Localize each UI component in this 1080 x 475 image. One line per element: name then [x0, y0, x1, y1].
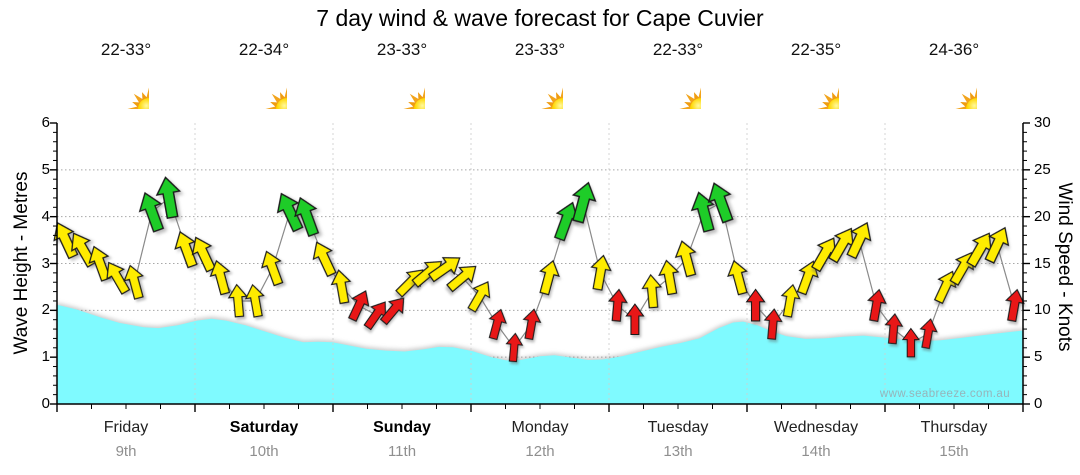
wind-arrow — [467, 281, 491, 313]
wind-arrow — [674, 240, 697, 278]
wind-arrow — [138, 191, 165, 233]
wind-arrow — [571, 181, 597, 224]
wind-arrow — [174, 230, 198, 269]
left-axis-tick: 2 — [41, 301, 50, 319]
wind-arrow — [209, 259, 231, 296]
day-label: Monday — [511, 419, 569, 436]
wind-arrow — [607, 288, 628, 322]
wind-arrow — [901, 327, 920, 358]
temperature-range: 24-36° — [928, 40, 980, 59]
chart-title: 7 day wind & wave forecast for Cape Cuvi… — [316, 5, 764, 31]
wind-arrow — [641, 273, 663, 309]
right-axis-tick: 15 — [1034, 254, 1051, 272]
left-axis-tick: 0 — [41, 395, 50, 412]
wind-arrow — [884, 313, 904, 345]
wind-arrow — [71, 232, 97, 268]
left-axis-tick: 4 — [41, 207, 50, 225]
right-axis-tick: 0 — [1034, 395, 1043, 412]
wind-arrow — [312, 241, 337, 278]
right-axis-tick: 20 — [1034, 207, 1051, 225]
wind-arrow — [745, 288, 766, 322]
day-label: Saturday — [229, 419, 299, 436]
wind-arrow — [522, 308, 542, 341]
wind-arrow — [347, 290, 370, 322]
wind-arrow — [539, 259, 560, 296]
left-axis-tick: 1 — [41, 348, 50, 366]
temperature-range: 22-33° — [652, 40, 704, 59]
wind-arrow — [796, 260, 819, 296]
wind-arrow — [123, 264, 144, 300]
wind-arrow — [276, 192, 304, 233]
day-date: 10th — [249, 443, 279, 460]
wind-arrow — [427, 257, 461, 283]
temperature-range: 22-34° — [238, 40, 290, 59]
wind-arrow — [446, 265, 477, 293]
day-date: 11th — [387, 443, 417, 460]
wind-arrow — [379, 297, 405, 326]
watermark: www.seabreeze.com.au — [879, 388, 1010, 400]
wind-arrow — [867, 288, 887, 323]
wind-arrow — [727, 259, 748, 296]
wind-arrow — [590, 254, 612, 291]
day-date: 9th — [115, 443, 137, 460]
wind-arrow — [260, 250, 284, 287]
temperature-range: 22-35° — [790, 40, 842, 59]
wind-arrow — [763, 308, 783, 340]
wind-arrow — [919, 318, 938, 350]
day-label: Friday — [103, 419, 149, 436]
left-axis-tick: 5 — [41, 160, 50, 178]
wind-arrow — [625, 303, 645, 336]
day-date: 14th — [801, 443, 831, 460]
day-label: Thursday — [920, 419, 988, 436]
wind-arrow — [88, 245, 111, 282]
right-axis-tick: 30 — [1034, 114, 1051, 131]
wind-arrow — [227, 283, 248, 318]
right-axis-tick: 25 — [1034, 160, 1051, 178]
wind-arrow — [330, 269, 352, 305]
temperature-range: 23-33° — [514, 40, 566, 59]
wind-arrow — [244, 283, 265, 318]
day-date: 13th — [663, 443, 693, 460]
left-axis-label: Wave Height - Metres — [11, 171, 32, 355]
wind-arrow — [488, 308, 507, 341]
day-label: Sunday — [373, 419, 431, 436]
wind-arrow — [505, 332, 524, 363]
wind-arrow — [846, 221, 872, 260]
day-label: Wednesday — [773, 419, 859, 436]
temperature-range: 23-33° — [376, 40, 428, 59]
temperature-range: 22-33° — [100, 40, 152, 59]
wave-height-area — [57, 304, 1023, 404]
wind-arrow — [294, 196, 320, 238]
day-date: 12th — [525, 443, 555, 460]
day-date: 15th — [939, 443, 969, 460]
right-axis-label: Wind Speed - Knots — [1054, 182, 1075, 352]
wind-arrow — [155, 176, 182, 220]
left-axis-tick: 6 — [41, 114, 50, 131]
wind-arrow — [707, 182, 734, 224]
wind-arrow — [780, 283, 801, 318]
wind-arrow — [658, 259, 680, 296]
wind-arrow — [984, 226, 1010, 264]
day-label: Tuesday — [647, 419, 709, 436]
left-axis-tick: 3 — [41, 254, 50, 272]
right-axis-tick: 10 — [1034, 301, 1051, 319]
wind-arrow — [106, 261, 131, 295]
wind-arrow — [191, 236, 217, 273]
right-axis-tick: 5 — [1034, 348, 1043, 366]
